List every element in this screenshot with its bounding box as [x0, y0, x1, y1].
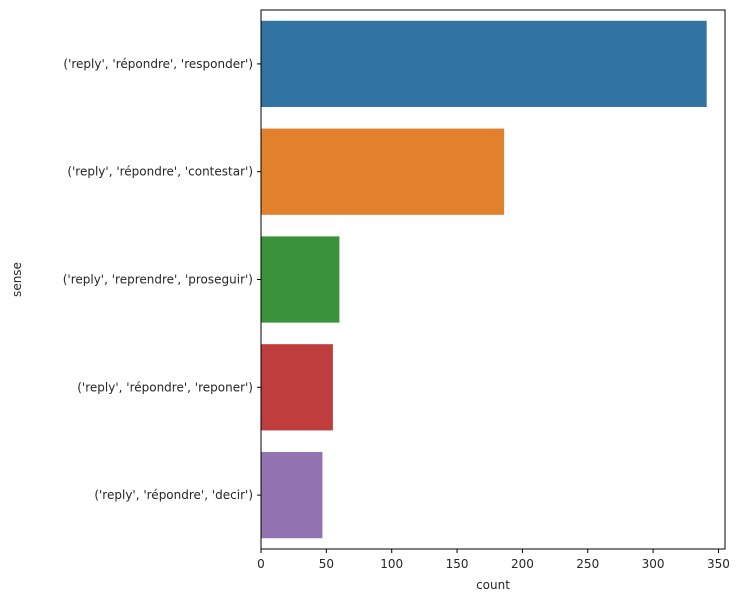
x-axis-label: count: [476, 578, 510, 592]
x-ticks-group: 0 50 100 150 200 250 300 350: [257, 549, 730, 571]
y-tick-label: ('reply', 'reprendre', 'proseguir'): [63, 273, 253, 287]
x-tick-label: 150: [446, 557, 469, 571]
y-axis-label: sense: [10, 262, 24, 297]
bar: [261, 451, 323, 539]
x-tick-label: 0: [257, 557, 265, 571]
x-tick-label: 300: [642, 557, 665, 571]
bar: [261, 128, 505, 215]
bar: [261, 236, 340, 323]
x-tick-label: 250: [576, 557, 599, 571]
y-tick-label: ('reply', 'répondre', 'responder'): [63, 57, 253, 71]
y-tick-label: ('reply', 'répondre', 'reponer'): [77, 380, 253, 394]
bar: [261, 20, 707, 108]
y-tick-label: ('reply', 'répondre', 'contestar'): [67, 165, 253, 179]
y-ticks-group: ('reply', 'répondre', 'responder') ('repl…: [63, 57, 261, 502]
x-tick-label: 350: [707, 557, 730, 571]
x-tick-label: 200: [511, 557, 534, 571]
y-tick-label: ('reply', 'répondre', 'decir'): [94, 488, 253, 502]
bar: [261, 344, 333, 431]
bars-group: [261, 20, 707, 539]
x-tick-label: 100: [380, 557, 403, 571]
plot-frame: [260, 9, 726, 550]
x-tick-label: 50: [319, 557, 334, 571]
